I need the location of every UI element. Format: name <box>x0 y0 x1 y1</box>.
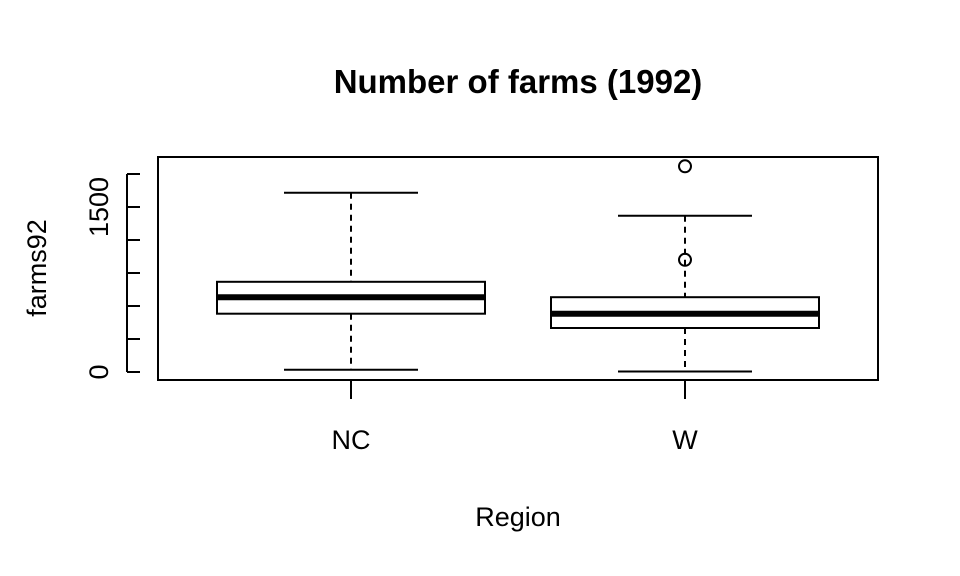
x-tick-label: W <box>672 425 698 455</box>
box-nc <box>216 191 486 371</box>
x-axis-label: Region <box>475 502 561 532</box>
box-plots <box>216 159 820 373</box>
box-w <box>550 159 820 373</box>
outlier-point <box>678 159 692 174</box>
y-tick-label: 0 <box>84 364 114 379</box>
y-tick-label: 1500 <box>84 177 114 237</box>
x-tick-label: NC <box>332 425 371 455</box>
x-axis: NC W <box>332 380 698 455</box>
outlier-point <box>678 252 692 267</box>
y-axis-label: farms92 <box>22 219 52 317</box>
y-axis: 0 1500 <box>84 173 140 380</box>
chart-title: Number of farms (1992) <box>334 63 703 100</box>
plot-frame <box>157 156 879 381</box>
